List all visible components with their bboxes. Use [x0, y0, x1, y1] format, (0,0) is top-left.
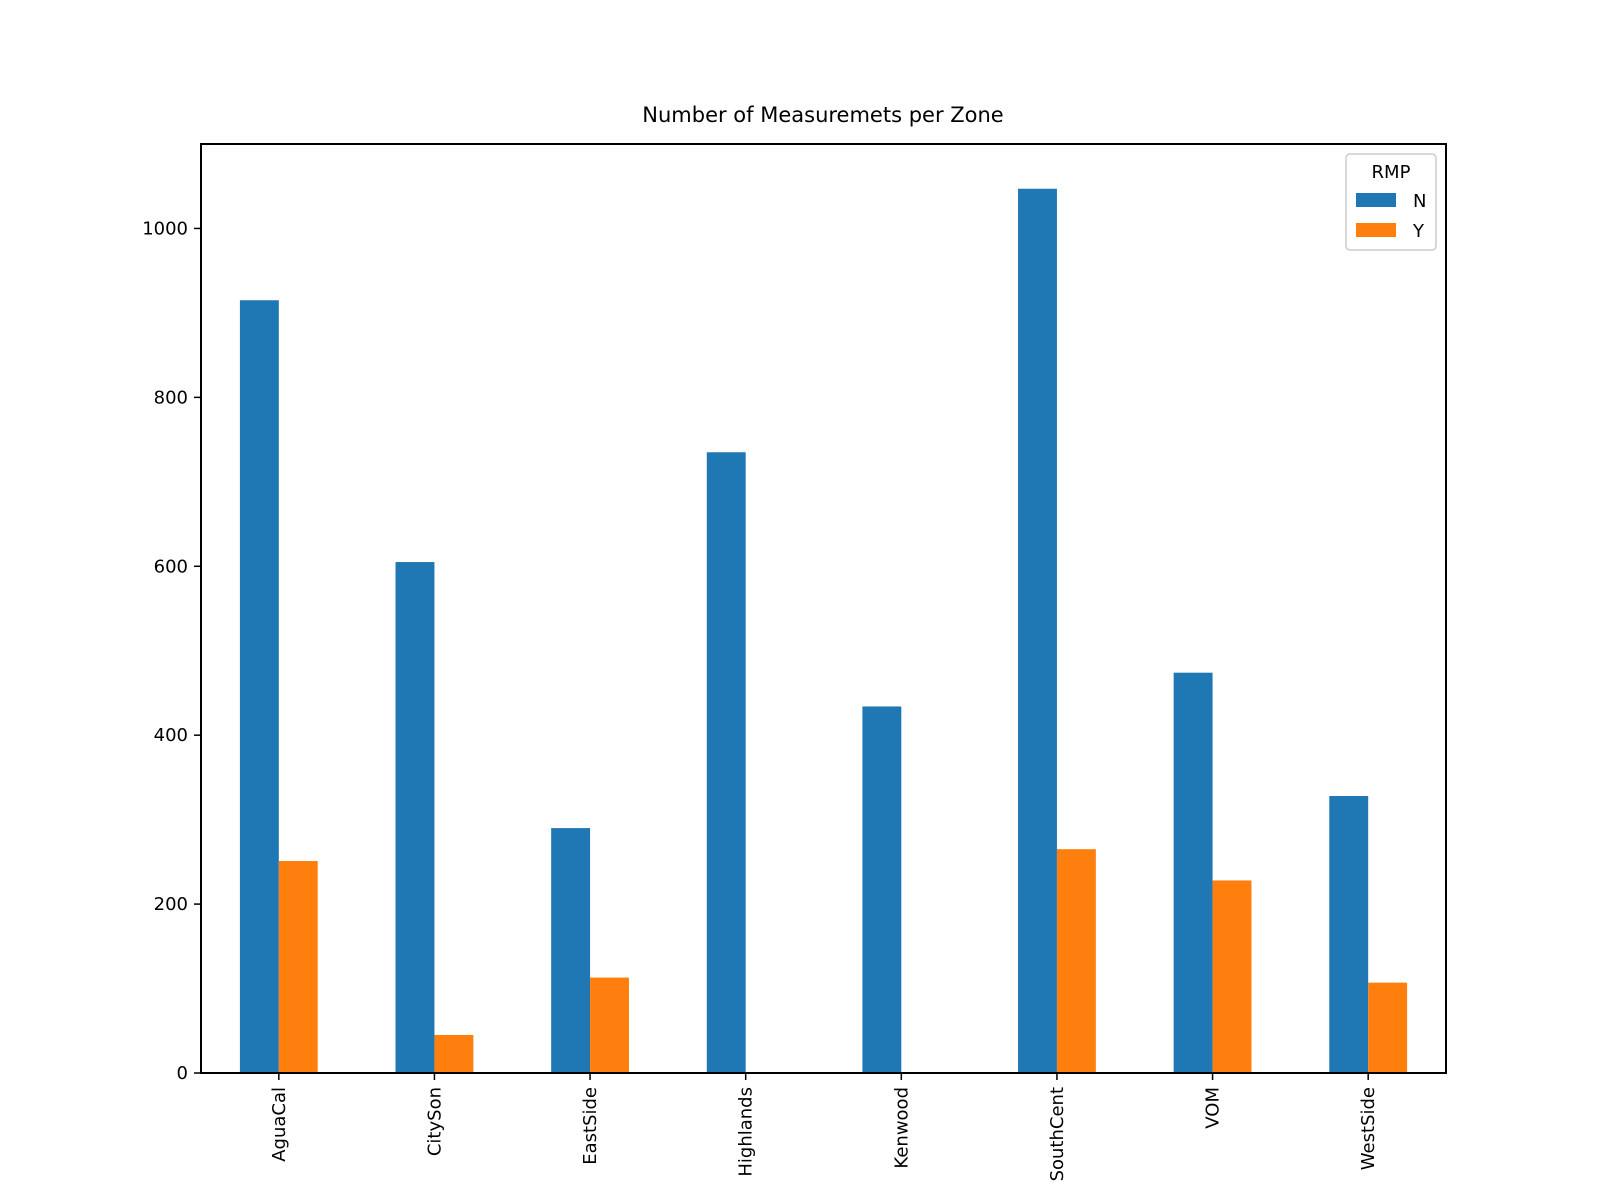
- bar-N-VOM: [1173, 672, 1213, 1073]
- y-tick-label: 0: [177, 1063, 188, 1084]
- y-axis: 0 200 400 600 800 1000: [142, 218, 201, 1084]
- y-tick-label: 600: [154, 556, 188, 577]
- legend-swatch-Y: [1356, 223, 1396, 237]
- bar-N-CitySon: [395, 562, 435, 1073]
- legend: RMP NY: [1345, 153, 1437, 251]
- plot-frame: [200, 143, 1447, 1074]
- chart-title: Number of Measuremets per Zone: [642, 103, 1003, 127]
- bar-Y-EastSide: [590, 977, 629, 1073]
- legend-swatch-N: [1356, 193, 1396, 207]
- bar-N-Highlands: [706, 452, 746, 1073]
- x-tick-label: VOM: [1203, 1087, 1224, 1129]
- legend-label-N: N: [1413, 191, 1426, 212]
- bar-N-EastSide: [551, 828, 591, 1073]
- x-axis: AguaCal CitySon EastSide Highlands Kenwood So…: [269, 1073, 1379, 1181]
- x-tick-label: Kenwood: [891, 1087, 912, 1169]
- bar-N-AguaCal: [239, 300, 279, 1073]
- bar-N-WestSide: [1329, 795, 1369, 1073]
- bar-Y-CitySon: [434, 1034, 474, 1073]
- y-tick-label: 400: [154, 725, 188, 746]
- legend-label-Y: Y: [1412, 221, 1425, 242]
- y-tick-label: 200: [154, 894, 188, 915]
- x-tick-label: WestSide: [1358, 1087, 1379, 1170]
- x-tick-label: CitySon: [424, 1087, 445, 1156]
- bar-Y-AguaCal: [278, 861, 318, 1073]
- bar-N-SouthCent: [1018, 188, 1057, 1073]
- x-tick-label: SouthCent: [1047, 1087, 1068, 1181]
- bar-N-Kenwood: [862, 706, 902, 1073]
- y-tick-label: 800: [154, 387, 188, 408]
- x-tick-label: AguaCal: [269, 1087, 290, 1162]
- y-tick-label: 1000: [142, 218, 188, 239]
- legend-title: RMP: [1372, 162, 1411, 183]
- bar-Y-WestSide: [1368, 982, 1408, 1073]
- x-tick-label: EastSide: [580, 1087, 601, 1165]
- legend-entries: NY: [1356, 191, 1426, 242]
- bars-layer: [239, 188, 1408, 1073]
- bar-Y-SouthCent: [1056, 849, 1096, 1073]
- bar-Y-VOM: [1212, 880, 1252, 1073]
- x-tick-label: Highlands: [736, 1087, 757, 1177]
